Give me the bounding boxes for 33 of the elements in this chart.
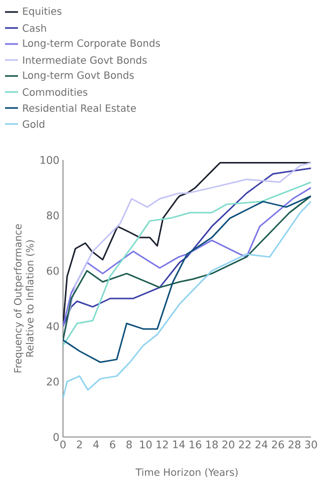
legend-label: Long-term Govt Bonds [23,71,134,81]
legend-label: Gold [22,120,44,128]
x-tick-label: 4 [93,440,99,448]
legend-label: Commodities [22,88,88,96]
x-tick-label: 10 [140,440,152,448]
legend-label: Intermediate Govt Bonds [23,56,147,64]
legend-label: Residential Real Estate [23,104,136,112]
y-tick-label: 100 [40,156,59,164]
x-tick-label: 20 [222,440,234,448]
y-tick-label: 20 [46,378,59,386]
x-tick-label: 28 [288,440,300,448]
x-tick-label: 6 [110,440,116,448]
x-tick-label: 18 [206,440,218,448]
x-tick-label: 22 [238,440,250,448]
x-tick-label: 30 [305,440,317,448]
legend-label: Long-term Corporate Bonds [23,39,160,49]
x-tick-label: 12 [156,440,168,448]
x-tick-label: 0 [60,440,66,448]
legend-label: Equities [23,7,62,17]
x-tick-label: 26 [272,440,284,448]
y-tick-label: 0 [54,433,59,441]
x-tick-label: 2 [76,440,82,448]
x-tick-label: 24 [256,440,268,448]
x-tick-label: 8 [126,440,132,448]
x-axis-title: Time Horizon (Years) [136,468,238,478]
y-tick-label: 40 [46,322,59,330]
line-series [63,200,311,399]
y-axis-title: Frequency of Outperformance Relative to Inflation (%) [14,224,35,372]
legend-label: Cash [22,24,46,32]
y-tick-label: 60 [46,266,59,275]
y-tick-label: 80 [46,211,59,220]
x-tick-label: 16 [190,440,202,448]
x-tick-label: 14 [173,440,185,448]
